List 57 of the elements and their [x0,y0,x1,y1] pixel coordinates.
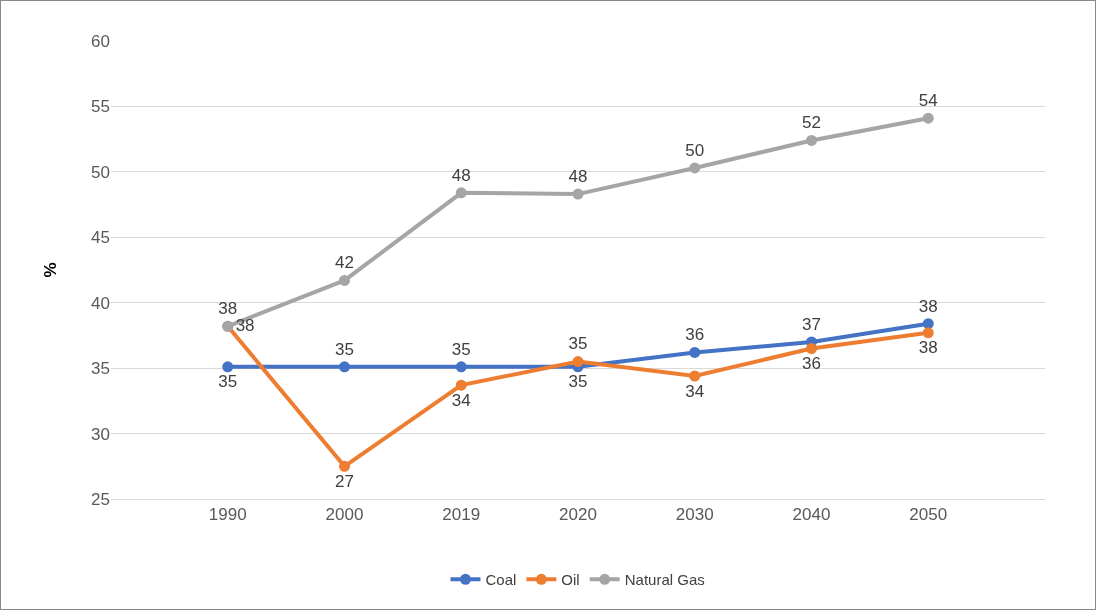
y-tick-label: 40 [91,293,110,313]
data-label: 36 [685,325,705,345]
y-tick-label: 30 [91,424,110,444]
point [689,162,701,174]
data-label: 48 [568,166,588,186]
legend-label: Coal [485,571,517,589]
legend-label: Natural Gas [624,571,705,589]
point [922,112,934,124]
data-label: 27 [335,471,354,491]
data-label: 35 [335,339,354,359]
data-label: 38 [918,338,938,358]
x-tick-label: 2020 [559,505,597,525]
legend-label: Oil [561,571,580,589]
x-tick-label: 1990 [208,505,247,525]
data-label: 42 [335,253,354,273]
y-tick-label: 60 [91,31,110,51]
point [339,460,350,472]
point [922,327,934,339]
point [339,274,350,286]
data-label: 35 [218,372,238,392]
point [339,361,350,373]
point [689,370,701,382]
y-tick-label: 25 [91,489,110,509]
data-label: 38 [918,296,938,316]
x-tick-label: 2019 [442,505,481,525]
data-label: 35 [451,339,471,359]
data-label: 52 [802,113,821,133]
point [455,379,467,391]
y-tick-label: 55 [91,97,110,117]
data-label: 35 [568,334,588,354]
x-tick-label: 2040 [792,505,831,525]
point [455,187,467,199]
point [922,318,934,330]
data-label: 36 [802,354,821,374]
data-label: 50 [685,140,705,160]
data-label: 37 [802,314,821,334]
point [806,134,817,146]
y-tick-label: 35 [91,359,110,379]
point [572,356,584,368]
x-tick-label: 2050 [909,505,948,525]
y-tick-label: 50 [91,162,110,182]
data-label: 38 [218,299,238,319]
data-label: 34 [451,390,471,410]
data-label: 54 [918,91,938,111]
data-label: 48 [451,165,471,185]
point [222,361,234,373]
point [572,188,584,200]
y-tick-label: 45 [91,228,110,248]
x-tick-label: 2000 [325,505,364,525]
y-axis-title: % [40,262,60,278]
point [455,361,467,373]
data-label: 34 [685,381,705,401]
data-label: 38 [235,315,255,335]
x-tick-label: 2030 [675,505,714,525]
point [689,346,701,358]
point [806,343,817,355]
data-label: 35 [568,372,588,392]
